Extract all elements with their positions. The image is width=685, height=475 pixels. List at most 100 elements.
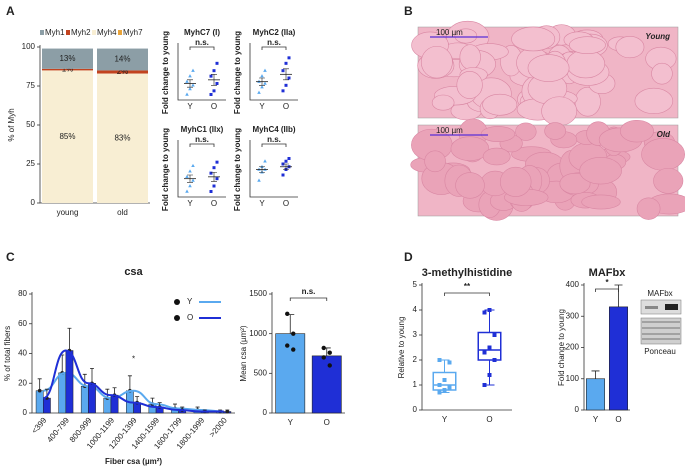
data-point bbox=[212, 89, 216, 93]
axis-line bbox=[177, 140, 226, 198]
x-tick-label: Y bbox=[187, 102, 193, 111]
data-point bbox=[257, 90, 261, 94]
blot-label: MAFbx bbox=[647, 289, 672, 298]
y-axis-label: Fold change to young bbox=[557, 309, 566, 386]
y-axis-label: % of Myh bbox=[7, 108, 16, 141]
x-tick-label: <399 bbox=[30, 415, 49, 435]
data-point bbox=[191, 178, 195, 182]
error-bar bbox=[127, 375, 132, 391]
chart-title: MyhC2 (IIa) bbox=[253, 28, 296, 37]
fiber bbox=[511, 26, 556, 52]
data-point bbox=[287, 157, 291, 160]
y-tick-label: 20 bbox=[18, 378, 27, 387]
data-point bbox=[257, 178, 261, 182]
data-point bbox=[185, 189, 189, 193]
y-axis-label: Fold change to young bbox=[161, 31, 170, 114]
fiber bbox=[634, 87, 674, 115]
data-point bbox=[442, 388, 447, 392]
significance-label: n.s. bbox=[195, 38, 209, 47]
y-tick-label: 1000 bbox=[249, 329, 267, 338]
legend-label: Myh1 bbox=[45, 28, 65, 37]
fiber bbox=[568, 36, 606, 54]
data-point bbox=[188, 87, 192, 91]
data-point bbox=[447, 385, 452, 390]
data-point bbox=[437, 390, 442, 395]
fiber bbox=[619, 119, 654, 143]
fiber bbox=[579, 157, 622, 185]
fiber bbox=[615, 36, 645, 59]
data-point bbox=[327, 350, 332, 355]
data-point bbox=[284, 61, 288, 65]
data-point bbox=[225, 409, 230, 414]
data-point bbox=[191, 83, 195, 87]
significance-bracket bbox=[289, 297, 328, 301]
panel-label: B bbox=[404, 4, 413, 18]
significance-bracket bbox=[595, 288, 619, 292]
data-label: 83% bbox=[114, 133, 130, 142]
fiber bbox=[651, 62, 673, 85]
bar bbox=[275, 333, 306, 414]
data-point bbox=[215, 61, 219, 65]
axis-line bbox=[421, 283, 512, 411]
fiber bbox=[459, 44, 481, 70]
fiber bbox=[515, 122, 537, 141]
fiber bbox=[559, 172, 591, 195]
y-tick-label: 0 bbox=[263, 408, 268, 417]
y-tick-label: 3 bbox=[413, 330, 418, 339]
data-point bbox=[212, 166, 216, 170]
error-bar bbox=[591, 370, 600, 379]
data-point bbox=[191, 163, 195, 168]
data-point bbox=[321, 345, 326, 351]
error-bar bbox=[259, 166, 265, 173]
y-tick-label: 5 bbox=[413, 280, 418, 289]
significance-label: n.s. bbox=[195, 135, 209, 144]
y-tick-label: 50 bbox=[26, 120, 35, 129]
significance-bracket bbox=[261, 46, 287, 50]
significance-bracket bbox=[261, 143, 287, 147]
fiber bbox=[636, 197, 661, 220]
data-point bbox=[442, 378, 447, 382]
error-bar bbox=[37, 378, 42, 391]
data-point bbox=[287, 76, 291, 80]
x-tick-label: >2000 bbox=[208, 415, 230, 438]
chart-title: MyhC7 (I) bbox=[184, 28, 220, 37]
data-point bbox=[291, 331, 296, 336]
data-point bbox=[212, 184, 216, 188]
data-point bbox=[327, 363, 332, 368]
bar-segment bbox=[97, 70, 148, 74]
bar-segment bbox=[42, 70, 93, 204]
data-point bbox=[285, 343, 290, 348]
y-tick-label: 80 bbox=[18, 289, 27, 298]
y-tick-label: 100 bbox=[22, 42, 36, 51]
significance-label: n.s. bbox=[267, 135, 281, 144]
y-axis-label: Fold change to young bbox=[161, 128, 170, 211]
fiber bbox=[431, 94, 455, 111]
fiber bbox=[454, 28, 478, 44]
fiber bbox=[544, 122, 566, 140]
y-axis-label: % of total fibers bbox=[3, 326, 12, 381]
panel-label: C bbox=[6, 250, 15, 264]
x-tick-label: Y bbox=[259, 102, 265, 111]
fiber bbox=[653, 167, 684, 194]
legend-swatch bbox=[40, 30, 44, 35]
bar-segment bbox=[42, 48, 93, 69]
x-tick-label: Y bbox=[288, 418, 294, 427]
fiber bbox=[480, 126, 516, 142]
data-point bbox=[487, 373, 492, 377]
significance-label: * bbox=[132, 355, 135, 364]
blot bbox=[640, 299, 682, 315]
fiber bbox=[455, 172, 485, 199]
scale-label: 100 µm bbox=[436, 126, 463, 135]
error-bar bbox=[67, 327, 72, 351]
data-point bbox=[188, 184, 192, 188]
data-point bbox=[284, 159, 288, 163]
data-point bbox=[188, 169, 192, 173]
x-tick-label: Y bbox=[442, 415, 448, 424]
data-point bbox=[285, 311, 290, 317]
y-tick-label: 300 bbox=[566, 311, 580, 320]
fiber bbox=[541, 96, 578, 126]
error-bar bbox=[283, 68, 289, 81]
data-point bbox=[281, 173, 285, 177]
bar bbox=[585, 378, 605, 411]
axis-line bbox=[177, 43, 226, 101]
